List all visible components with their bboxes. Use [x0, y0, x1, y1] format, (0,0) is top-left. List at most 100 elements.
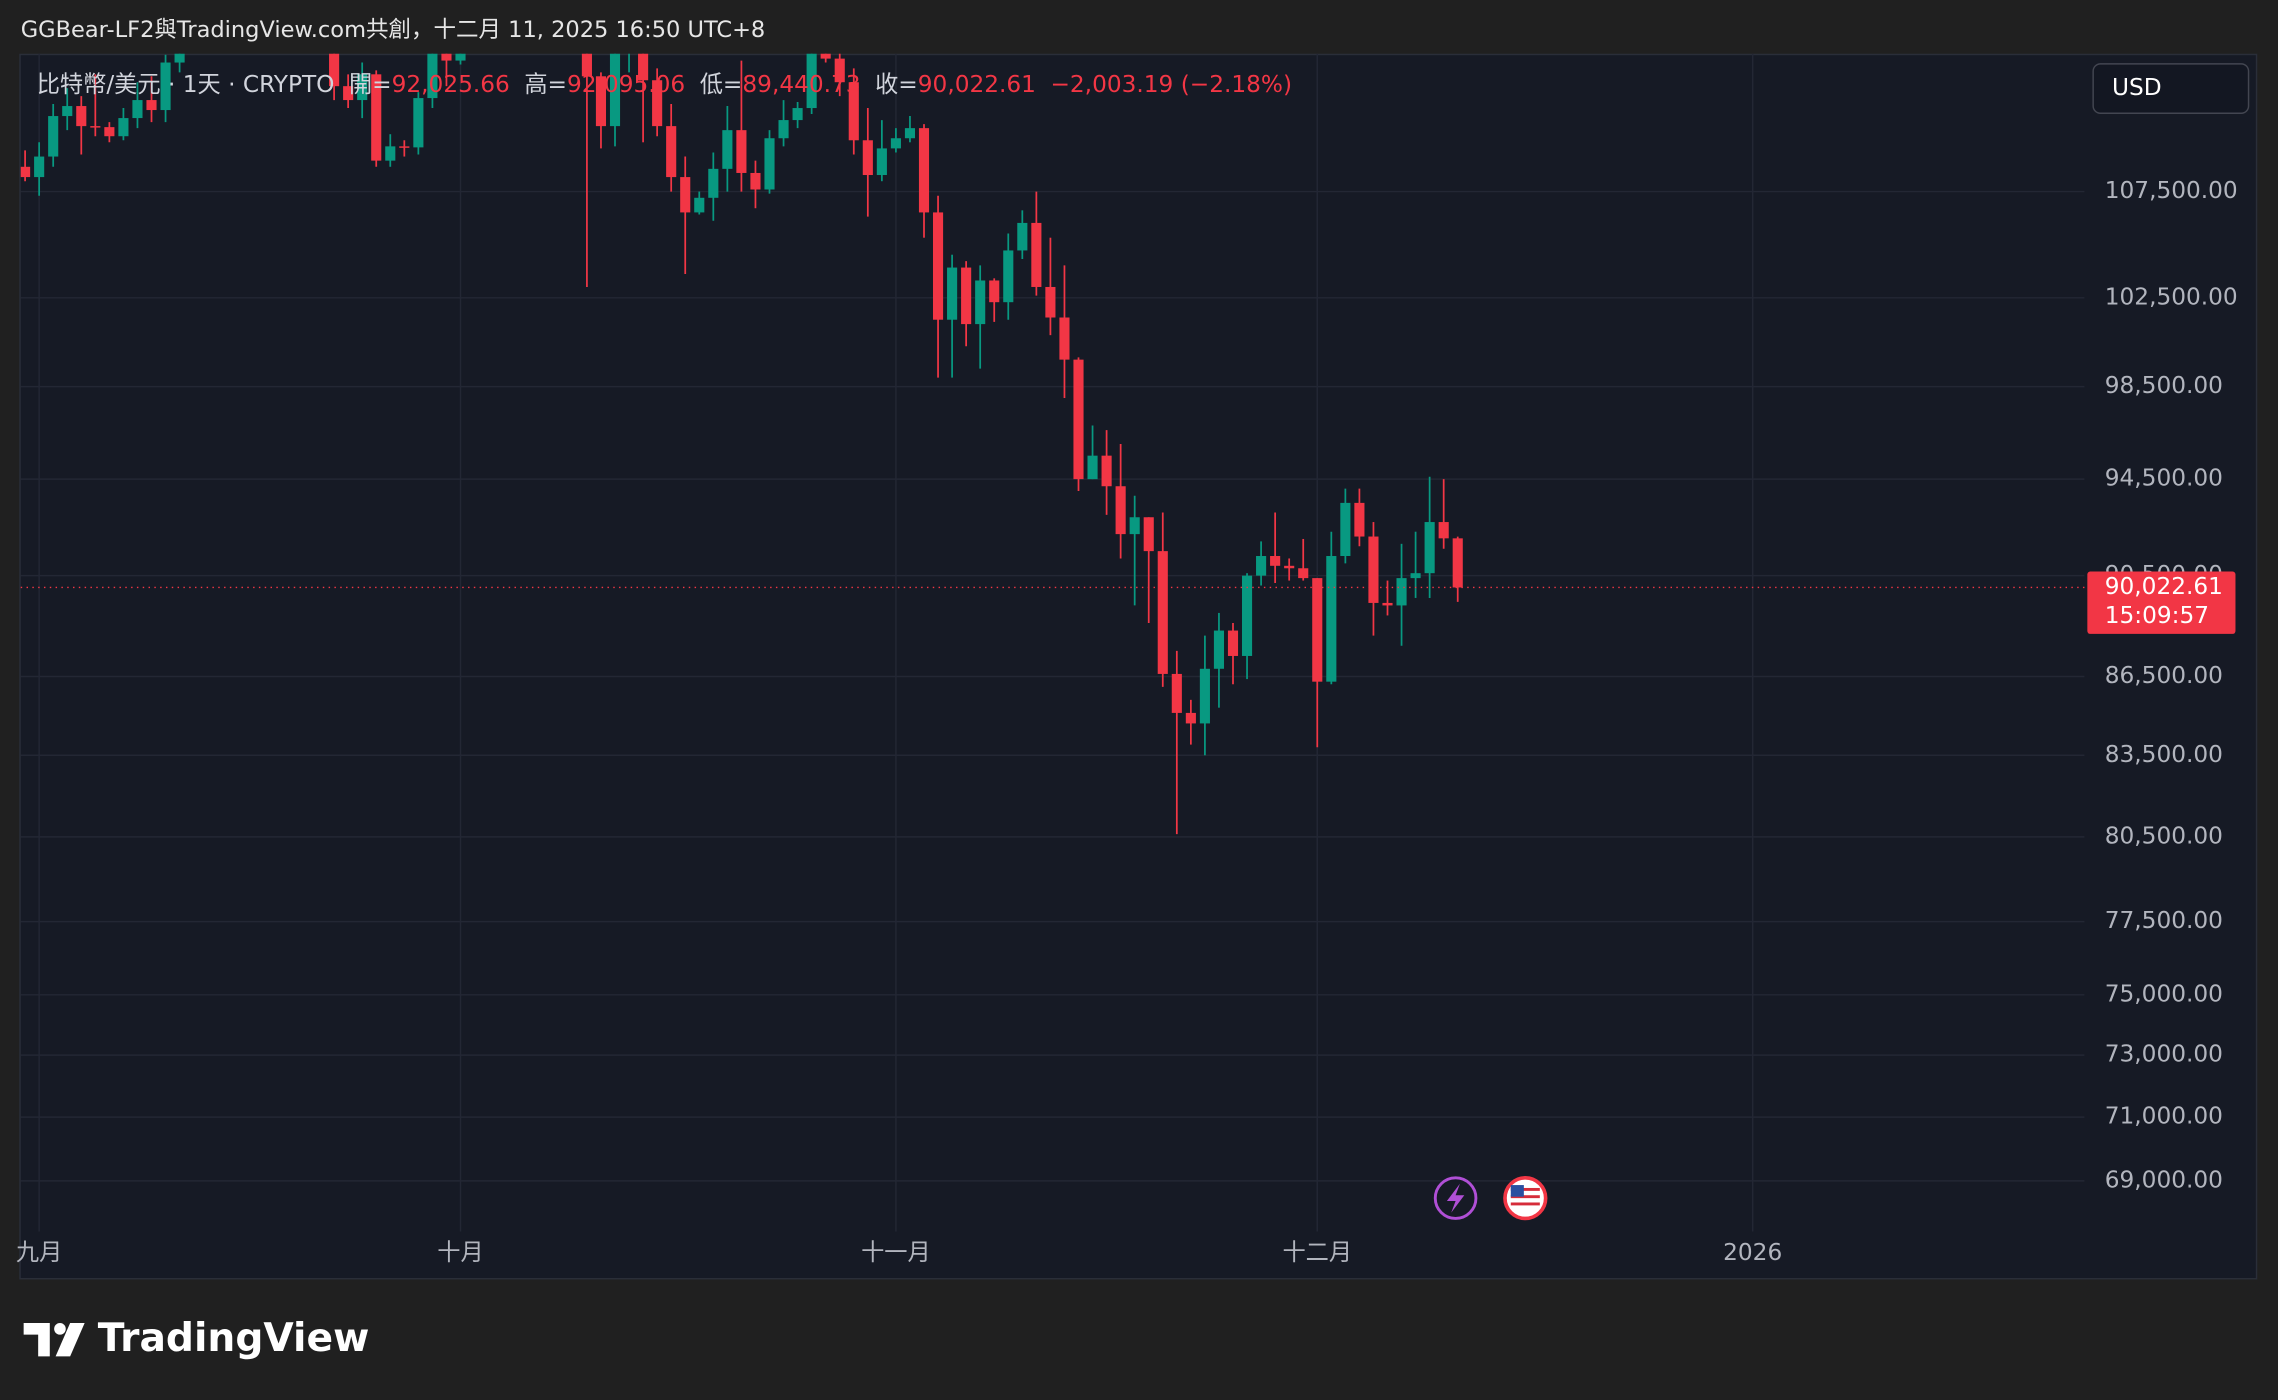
last-price-box: [2087, 571, 2236, 634]
legend-symbol: 比特幣/美元 · 1天 · CRYPTO: [37, 71, 335, 98]
legend-key: 低=: [700, 71, 743, 98]
candle-body: [441, 53, 452, 61]
y-tick-label: 71,000.00: [2105, 1103, 2223, 1130]
candle-body: [806, 53, 817, 109]
legend-key: 收=: [875, 71, 918, 98]
y-tick-label: 75,000.00: [2105, 980, 2223, 1007]
header-title: GGBear-LF2與TradingView.com共創，十二月 11, 202…: [21, 17, 766, 43]
candle-body: [427, 53, 438, 99]
candle-body: [104, 127, 115, 137]
legend-value: 92,025.66: [392, 71, 510, 98]
legend-value: 92,095.06: [567, 71, 685, 98]
candle-body: [48, 116, 59, 157]
candles: [20, 53, 1463, 835]
candle-body: [595, 76, 607, 127]
x-tick-label: 十二月: [1282, 1239, 1352, 1266]
candle-body: [1410, 573, 1421, 579]
candle-body: [385, 146, 396, 161]
candle-body: [1199, 668, 1210, 724]
candle-body: [62, 106, 73, 117]
y-tick-label: 73,000.00: [2105, 1041, 2223, 1068]
currency-label[interactable]: USD: [2112, 74, 2162, 101]
legend-change: −2,003.19 (−2.18%): [1050, 71, 1292, 98]
candle-body: [1241, 575, 1253, 656]
candle-body: [1073, 359, 1084, 480]
candle-body: [708, 168, 719, 198]
last-price-label: 90,022.61: [2105, 573, 2223, 600]
x-tick-label: 九月: [16, 1239, 62, 1266]
candle-body: [20, 166, 31, 178]
legend-key: 開=: [349, 71, 392, 98]
candle-body: [961, 267, 972, 325]
candle-body: [1452, 538, 1463, 588]
candle-body: [1087, 455, 1098, 480]
chart-panel: [19, 53, 2258, 1280]
candle-body: [989, 280, 1000, 303]
candle-body: [343, 86, 354, 101]
candle-body: [722, 130, 733, 169]
candle-body: [1396, 578, 1407, 606]
grid: [20, 53, 2085, 1232]
x-tick-label: 十一月: [861, 1239, 931, 1266]
legend-key: 高=: [524, 71, 567, 98]
candle-body: [1157, 551, 1168, 674]
candle-body: [1354, 502, 1365, 537]
candle-body: [34, 156, 45, 178]
candle-body: [876, 148, 887, 176]
candle-body: [680, 177, 691, 213]
candle-body: [862, 140, 873, 176]
candle-body: [666, 126, 677, 178]
candle-body: [1438, 522, 1449, 539]
candle-body: [792, 108, 803, 121]
candle-body: [1424, 522, 1435, 574]
y-tick-label: 83,500.00: [2105, 741, 2223, 768]
candle-body: [1382, 602, 1393, 606]
brand-logo: [23, 1323, 85, 1357]
candle-body: [638, 53, 649, 81]
candle-body: [1045, 286, 1056, 318]
y-tick-label: 94,500.00: [2105, 465, 2223, 492]
candle-body: [1101, 455, 1112, 487]
candle-body: [1031, 222, 1042, 287]
candle-body: [1115, 486, 1126, 535]
candle-body: [1213, 630, 1225, 669]
candle-body: [1298, 568, 1309, 579]
candle-body: [174, 53, 185, 63]
economic-event-icon[interactable]: [1503, 1175, 1548, 1221]
candle-body: [581, 53, 592, 77]
candle-body: [1003, 250, 1014, 303]
candle-body: [1129, 517, 1140, 535]
y-tick-label: 98,500.00: [2105, 372, 2223, 399]
candle-body: [90, 126, 101, 128]
candle-body: [1270, 556, 1281, 566]
candle-body: [736, 130, 747, 173]
candle-body: [329, 53, 340, 87]
candle-body: [1326, 556, 1337, 682]
candle-body: [975, 280, 986, 325]
candle-body: [904, 128, 916, 139]
legend-value: 90,022.61: [918, 71, 1036, 98]
y-tick-label: 102,500.00: [2105, 283, 2238, 310]
candle-body: [455, 53, 466, 61]
candle-body: [1143, 517, 1154, 552]
currency-button[interactable]: [2092, 63, 2250, 115]
candle-body: [1284, 565, 1295, 569]
candle-body: [1185, 712, 1196, 724]
countdown-label: 15:09:57: [2105, 602, 2209, 629]
events-icon[interactable]: [1433, 1176, 1478, 1220]
candle-body: [652, 80, 663, 127]
candle-body: [1340, 502, 1351, 557]
x-tick-label: 2026: [1723, 1239, 1782, 1266]
candle-body: [848, 82, 859, 141]
candle-body: [1227, 630, 1239, 656]
candle-body: [371, 74, 382, 161]
candle-body: [918, 128, 930, 213]
candle-body: [357, 74, 368, 101]
y-tick-label: 69,000.00: [2105, 1166, 2223, 1193]
candle-body: [132, 100, 143, 119]
y-tick-label: 80,500.00: [2105, 822, 2223, 849]
candle-body: [1059, 317, 1070, 360]
overlay: 69,000.00 71,000.00 73,000.00 75,000.00 77,5…: [16, 71, 2238, 1266]
candle-body: [76, 106, 87, 127]
